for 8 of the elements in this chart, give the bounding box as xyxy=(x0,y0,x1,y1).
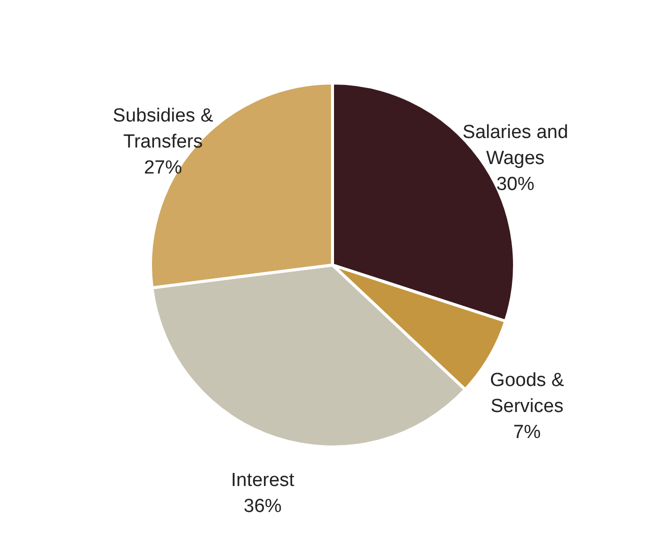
slice-label: Salaries and Wages xyxy=(462,122,568,170)
slice-label: Goods & Services xyxy=(490,370,564,418)
slice-label: Interest xyxy=(230,470,296,491)
data-label: 27% xyxy=(144,158,182,179)
data-label: 30% xyxy=(496,174,534,196)
data-label: 36% xyxy=(244,496,282,517)
slice-label: Subsidies & Transfers xyxy=(112,106,214,153)
data-label: 7% xyxy=(513,422,541,444)
